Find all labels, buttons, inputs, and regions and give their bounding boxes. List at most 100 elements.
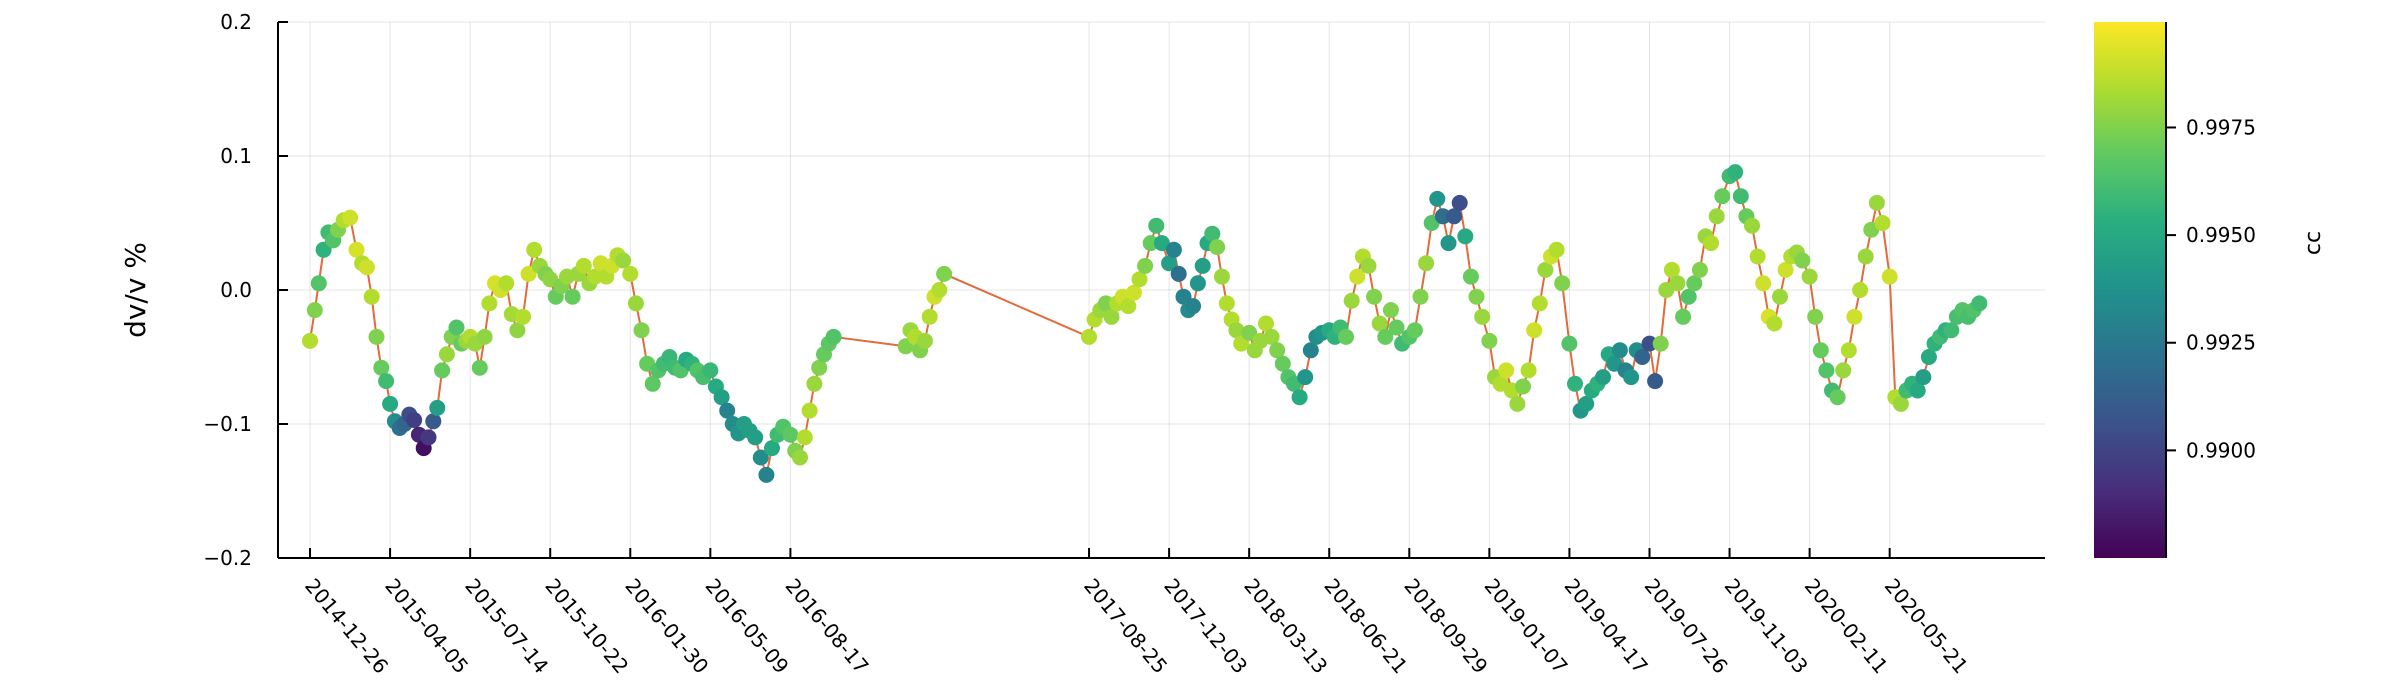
dvv-point [1537, 261, 1554, 278]
dvv-point [1137, 257, 1154, 274]
y-axis-title: dv/v % [119, 242, 152, 338]
dvv-point [811, 359, 828, 376]
dvv-point [1801, 268, 1818, 285]
dvv-point [1857, 248, 1874, 265]
dvv-point [1291, 389, 1308, 406]
dvv-point [1909, 382, 1926, 399]
x-tick-label: 2019-04-17 [1560, 574, 1653, 678]
x-tick-label: 2015-04-05 [380, 574, 473, 678]
dvv-point [358, 259, 375, 276]
dvv-point [1515, 378, 1531, 395]
y-tick-label: −0.1 [203, 412, 252, 436]
colorbar: 0.9900 0.9925 0.9950 0.9975 cc [2094, 22, 2326, 558]
dvv-point [1185, 298, 1202, 315]
dvv-point [702, 362, 719, 379]
dvv-point [1457, 228, 1474, 245]
colorbar-tick-label: 0.9950 [2186, 223, 2256, 247]
dvv-point [1691, 261, 1708, 278]
x-tick-label: 2014-12-26 [300, 574, 393, 678]
dvv-point [1228, 322, 1245, 339]
y-tick-label: 0.0 [220, 278, 252, 302]
dvv-point [1360, 257, 1377, 274]
dvv-point [448, 319, 465, 336]
dvv-point [764, 440, 780, 457]
colorbar-tick-label: 0.9900 [2186, 438, 2256, 462]
dvv-point [1680, 288, 1697, 305]
x-tick-label: 2015-07-14 [460, 574, 553, 678]
dvv-point [1663, 261, 1680, 278]
dvv-point [1829, 389, 1846, 406]
x-tick-label: 2019-07-26 [1640, 574, 1733, 678]
dvv-point [1349, 268, 1366, 285]
x-tick-label: 2018-09-29 [1399, 574, 1492, 678]
dvv-point [1377, 328, 1394, 345]
dvv-point [1675, 308, 1692, 325]
dvv-point [782, 426, 799, 443]
x-tick-label: 2017-08-25 [1079, 574, 1172, 678]
dvv-point [1874, 215, 1891, 231]
dvv-point [1474, 308, 1491, 325]
dvv-point [796, 429, 813, 446]
dvv-point [1634, 349, 1651, 365]
dvv-point [1418, 255, 1435, 272]
dvv-point [1498, 362, 1515, 379]
dvv-point [1794, 252, 1811, 269]
dvv-point [1189, 275, 1206, 292]
dvv-point [1641, 335, 1658, 352]
dvv-point [1531, 295, 1548, 312]
dvv-point [302, 332, 318, 349]
dvv-point [1269, 342, 1286, 359]
dvv-point [1371, 315, 1388, 332]
dvv-point [1297, 369, 1314, 386]
x-tick-label: 2019-11-03 [1720, 574, 1813, 678]
dvv-point [587, 268, 604, 285]
dvv-point [1772, 288, 1788, 305]
x-ticks: 2014-12-262015-04-052015-07-142015-10-22… [300, 548, 1973, 678]
dvv-point [713, 389, 730, 406]
dvv-point [644, 375, 661, 392]
dvv-point [1554, 275, 1571, 292]
dvv-point [825, 328, 842, 345]
dvv-point [1881, 268, 1898, 285]
dvv-point [1686, 275, 1703, 292]
dvv-point [509, 322, 526, 339]
dvv-point [406, 412, 423, 428]
dvv-point [633, 322, 650, 339]
dvv-point [368, 328, 385, 345]
dvv-point [615, 252, 632, 269]
dvv-point [1142, 235, 1159, 252]
dvv-point [1161, 255, 1178, 272]
dvv-point [1382, 302, 1399, 319]
dvv-point [1578, 395, 1595, 412]
dvv-point [1103, 308, 1120, 325]
dvv-point [1241, 324, 1258, 341]
dvv-point [1714, 188, 1731, 205]
dvv-point [758, 466, 775, 483]
y-tick-label: 0.1 [220, 144, 252, 168]
dvv-point [520, 265, 537, 282]
dvv-point [1218, 295, 1235, 312]
dvv-point [1366, 288, 1383, 305]
dvv-point [481, 295, 498, 312]
x-tick-label: 2020-05-21 [1880, 574, 1973, 678]
dvv-point [752, 449, 769, 466]
dvv-point [1440, 235, 1457, 252]
dvv-point [1343, 292, 1360, 309]
dvv-point [1338, 328, 1354, 345]
dvv-point [1840, 342, 1857, 359]
dvv-point [1412, 288, 1429, 305]
dvv-point [434, 362, 451, 379]
dvv-point [806, 375, 823, 392]
dvv-point [1462, 268, 1479, 285]
dvv-point [1647, 373, 1664, 390]
dvv-point [348, 241, 365, 258]
dvv-point [1213, 268, 1230, 285]
dvv-point [1915, 369, 1932, 386]
dvv-point [373, 359, 390, 376]
dvv-point [515, 308, 531, 325]
colorbar-tick-label: 0.9925 [2186, 331, 2256, 355]
dvv-point [1892, 395, 1909, 412]
y-ticks: −0.2 −0.1 0.0 0.1 0.2 [203, 10, 288, 570]
dvv-point [1429, 190, 1446, 207]
